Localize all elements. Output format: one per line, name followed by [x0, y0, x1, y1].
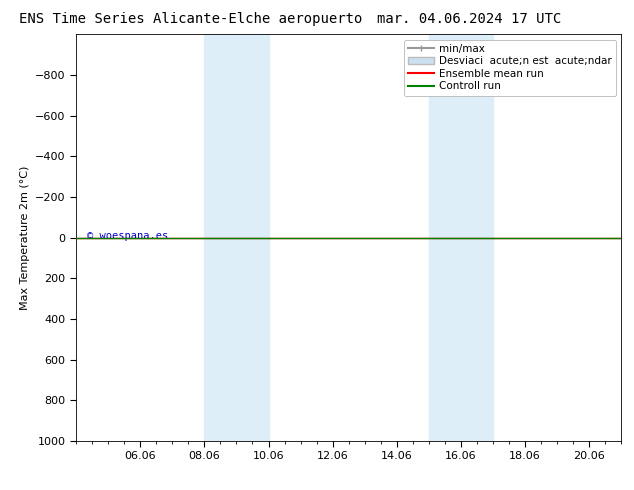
Y-axis label: Max Temperature 2m (°C): Max Temperature 2m (°C) [20, 166, 30, 310]
Text: © woespana.es: © woespana.es [87, 231, 168, 242]
Bar [204, 34, 269, 441]
Text: mar. 04.06.2024 17 UTC: mar. 04.06.2024 17 UTC [377, 12, 561, 26]
Legend: min/max, Desviaci  acute;n est  acute;ndar, Ensemble mean run, Controll run: min/max, Desviaci acute;n est acute;ndar… [404, 40, 616, 96]
Bar [429, 34, 493, 441]
Text: ENS Time Series Alicante-Elche aeropuerto: ENS Time Series Alicante-Elche aeropuert… [18, 12, 362, 26]
